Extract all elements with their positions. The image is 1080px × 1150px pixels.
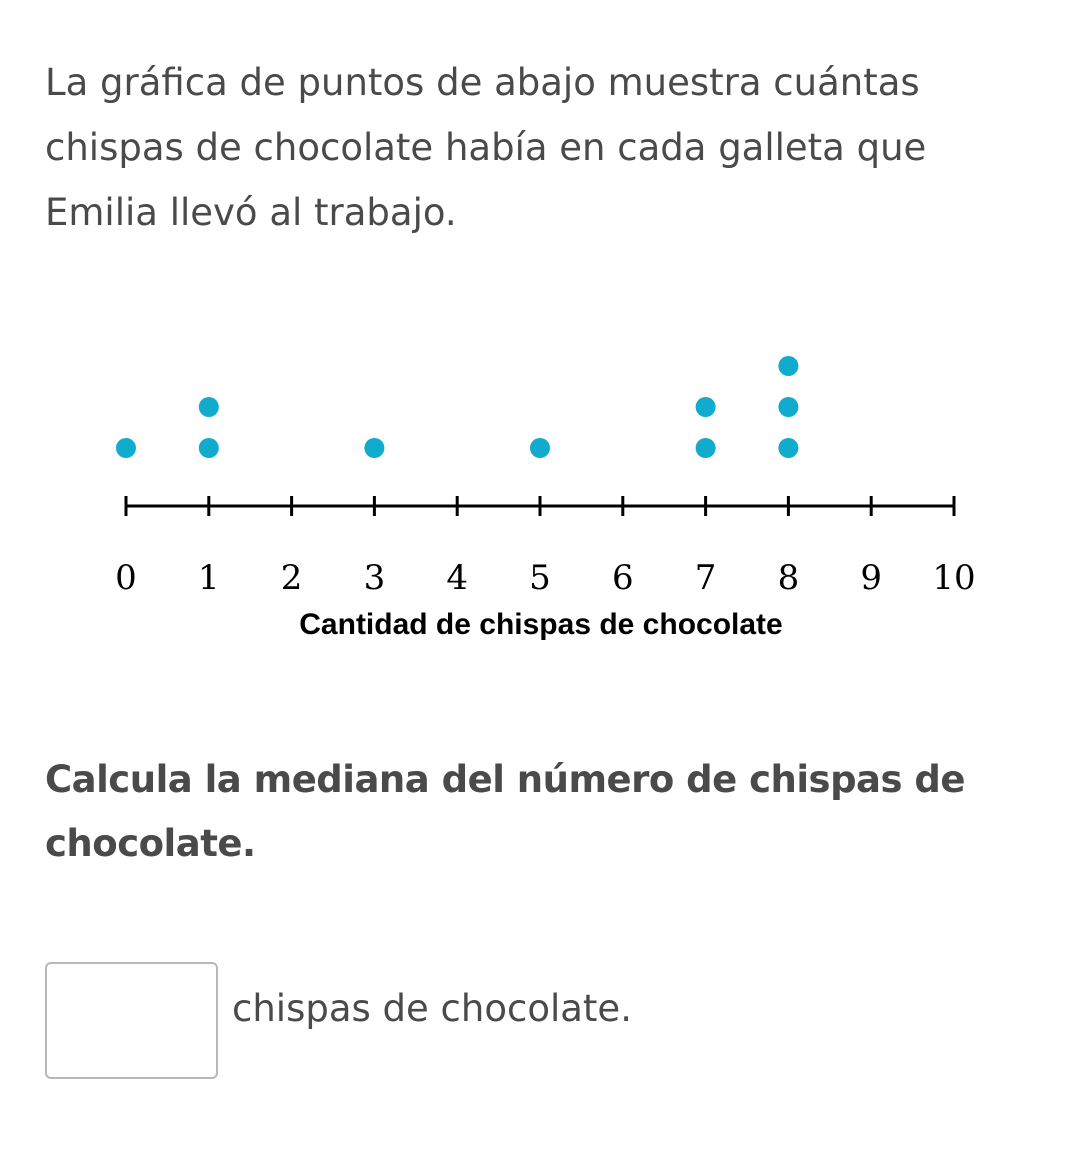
data-dot — [778, 438, 799, 458]
x-axis-label: Cantidad de chispas de chocolate — [299, 608, 782, 641]
data-dot — [116, 438, 136, 458]
tick-label: 1 — [198, 558, 220, 598]
answer-suffix: chispas de chocolate. — [232, 986, 632, 1030]
problem-intro: La gráfica de puntos de abajo muestra cu… — [45, 61, 927, 234]
dot-plot-chart: 0 1 2 3 4 5 6 7 8 9 10 Cantidad de chispas de choc… — [115, 356, 976, 641]
tick-label: 2 — [281, 558, 303, 598]
tick-label: 5 — [529, 558, 551, 598]
data-dot — [530, 438, 550, 458]
tick-label: 0 — [115, 558, 137, 598]
data-dot — [364, 438, 385, 458]
question-text: Calcula la mediana del número de chispas… — [45, 758, 966, 865]
tick-labels-layer: 0 1 2 3 4 5 6 7 8 9 10 — [115, 558, 975, 598]
ticks-layer — [124, 496, 956, 516]
tick-label: 9 — [860, 558, 882, 598]
tick-label: 8 — [778, 558, 800, 598]
tick-label: 10 — [932, 558, 975, 598]
data-dot — [198, 438, 219, 458]
data-dot — [778, 397, 799, 417]
data-dot — [695, 438, 716, 458]
tick-label: 4 — [446, 558, 468, 598]
answer-row: chispas de chocolate. — [45, 960, 632, 1080]
data-dot — [778, 356, 799, 376]
dots-layer — [116, 356, 799, 458]
data-dot — [198, 397, 219, 417]
answer-input[interactable] — [45, 961, 218, 1079]
tick-label: 3 — [364, 558, 386, 598]
data-dot — [695, 397, 716, 417]
tick-label: 6 — [612, 558, 634, 598]
tick-label: 7 — [695, 558, 717, 598]
